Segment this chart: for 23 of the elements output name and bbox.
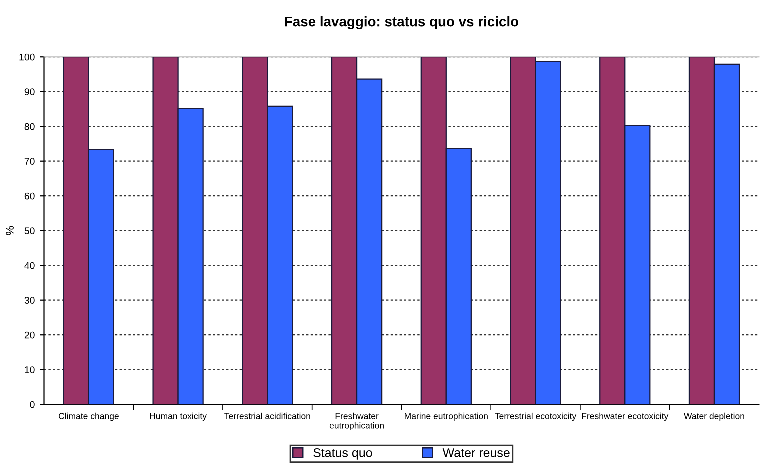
x-tick-label: Freshwater eutrophication bbox=[330, 412, 384, 431]
y-tick-label: 90 bbox=[24, 88, 35, 96]
y-tick-label: 10 bbox=[25, 366, 35, 374]
legend-label: Status quo bbox=[314, 448, 372, 460]
x-tick-label: Freshwater ecotoxicity bbox=[582, 412, 669, 422]
y-tick-label: 20 bbox=[24, 332, 35, 339]
y-tick-label: 50 bbox=[24, 228, 35, 234]
x-tick-label: Human toxicity bbox=[150, 412, 207, 422]
y-tick-label: 100 bbox=[20, 54, 35, 61]
y-tick-label: 70 bbox=[24, 158, 35, 165]
y-tick-label: 80 bbox=[24, 123, 35, 130]
y-axis-title: % bbox=[6, 226, 14, 236]
x-tick-label: Water depletion bbox=[684, 412, 744, 422]
legend-label: Water reuse bbox=[442, 448, 510, 458]
y-tick-label: 30 bbox=[24, 297, 35, 304]
chart-title: Fase lavaggio: status quo vs riciclo bbox=[285, 16, 519, 30]
y-tick-label: 40 bbox=[24, 262, 35, 270]
x-tick-label: Climate change bbox=[58, 412, 119, 422]
y-tick-label: 60 bbox=[24, 192, 35, 200]
x-tick-label: Terrestrial ecotoxicity bbox=[495, 412, 577, 422]
x-tick-label: Marine eutrophication bbox=[405, 412, 488, 422]
x-tick-label: Terrestrial acidification bbox=[224, 412, 310, 420]
y-tick-label: 0 bbox=[30, 401, 35, 408]
